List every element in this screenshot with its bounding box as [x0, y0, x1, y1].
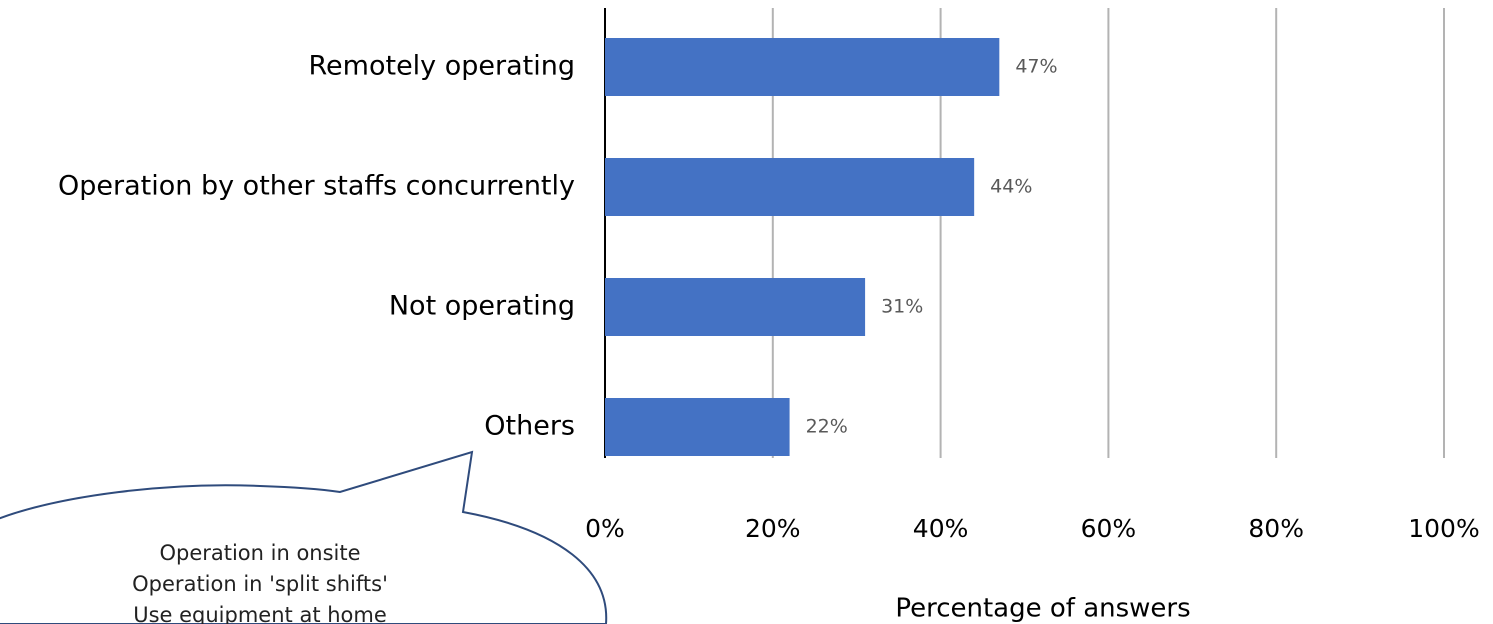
annotation-line: Operation in onsite [159, 541, 360, 565]
x-tick-label: 20% [745, 514, 801, 543]
x-tick-label: 40% [913, 514, 969, 543]
value-label: 22% [806, 416, 848, 438]
bar [605, 158, 975, 216]
bar [605, 38, 1000, 96]
x-tick-label: 0% [585, 514, 625, 543]
value-label: 44% [990, 176, 1032, 198]
y-tick-label: Others [484, 411, 575, 442]
annotation-line: Use equipment at home [133, 603, 387, 624]
bar [605, 278, 866, 336]
bar [605, 398, 790, 456]
x-tick-label: 100% [1408, 514, 1479, 543]
x-axis-title: Percentage of answers [895, 594, 1190, 624]
y-tick-label: Remotely operating [309, 51, 576, 82]
x-tick-label: 80% [1248, 514, 1304, 543]
x-tick-label: 60% [1081, 514, 1137, 543]
value-label: 31% [881, 296, 923, 318]
annotation-line: Operation in 'split shifts' [132, 572, 388, 596]
callout-bubble [0, 450, 608, 624]
value-label: 47% [1015, 56, 1057, 78]
y-tick-label: Operation by other staffs concurrently [58, 171, 575, 202]
y-tick-label: Not operating [389, 291, 575, 322]
